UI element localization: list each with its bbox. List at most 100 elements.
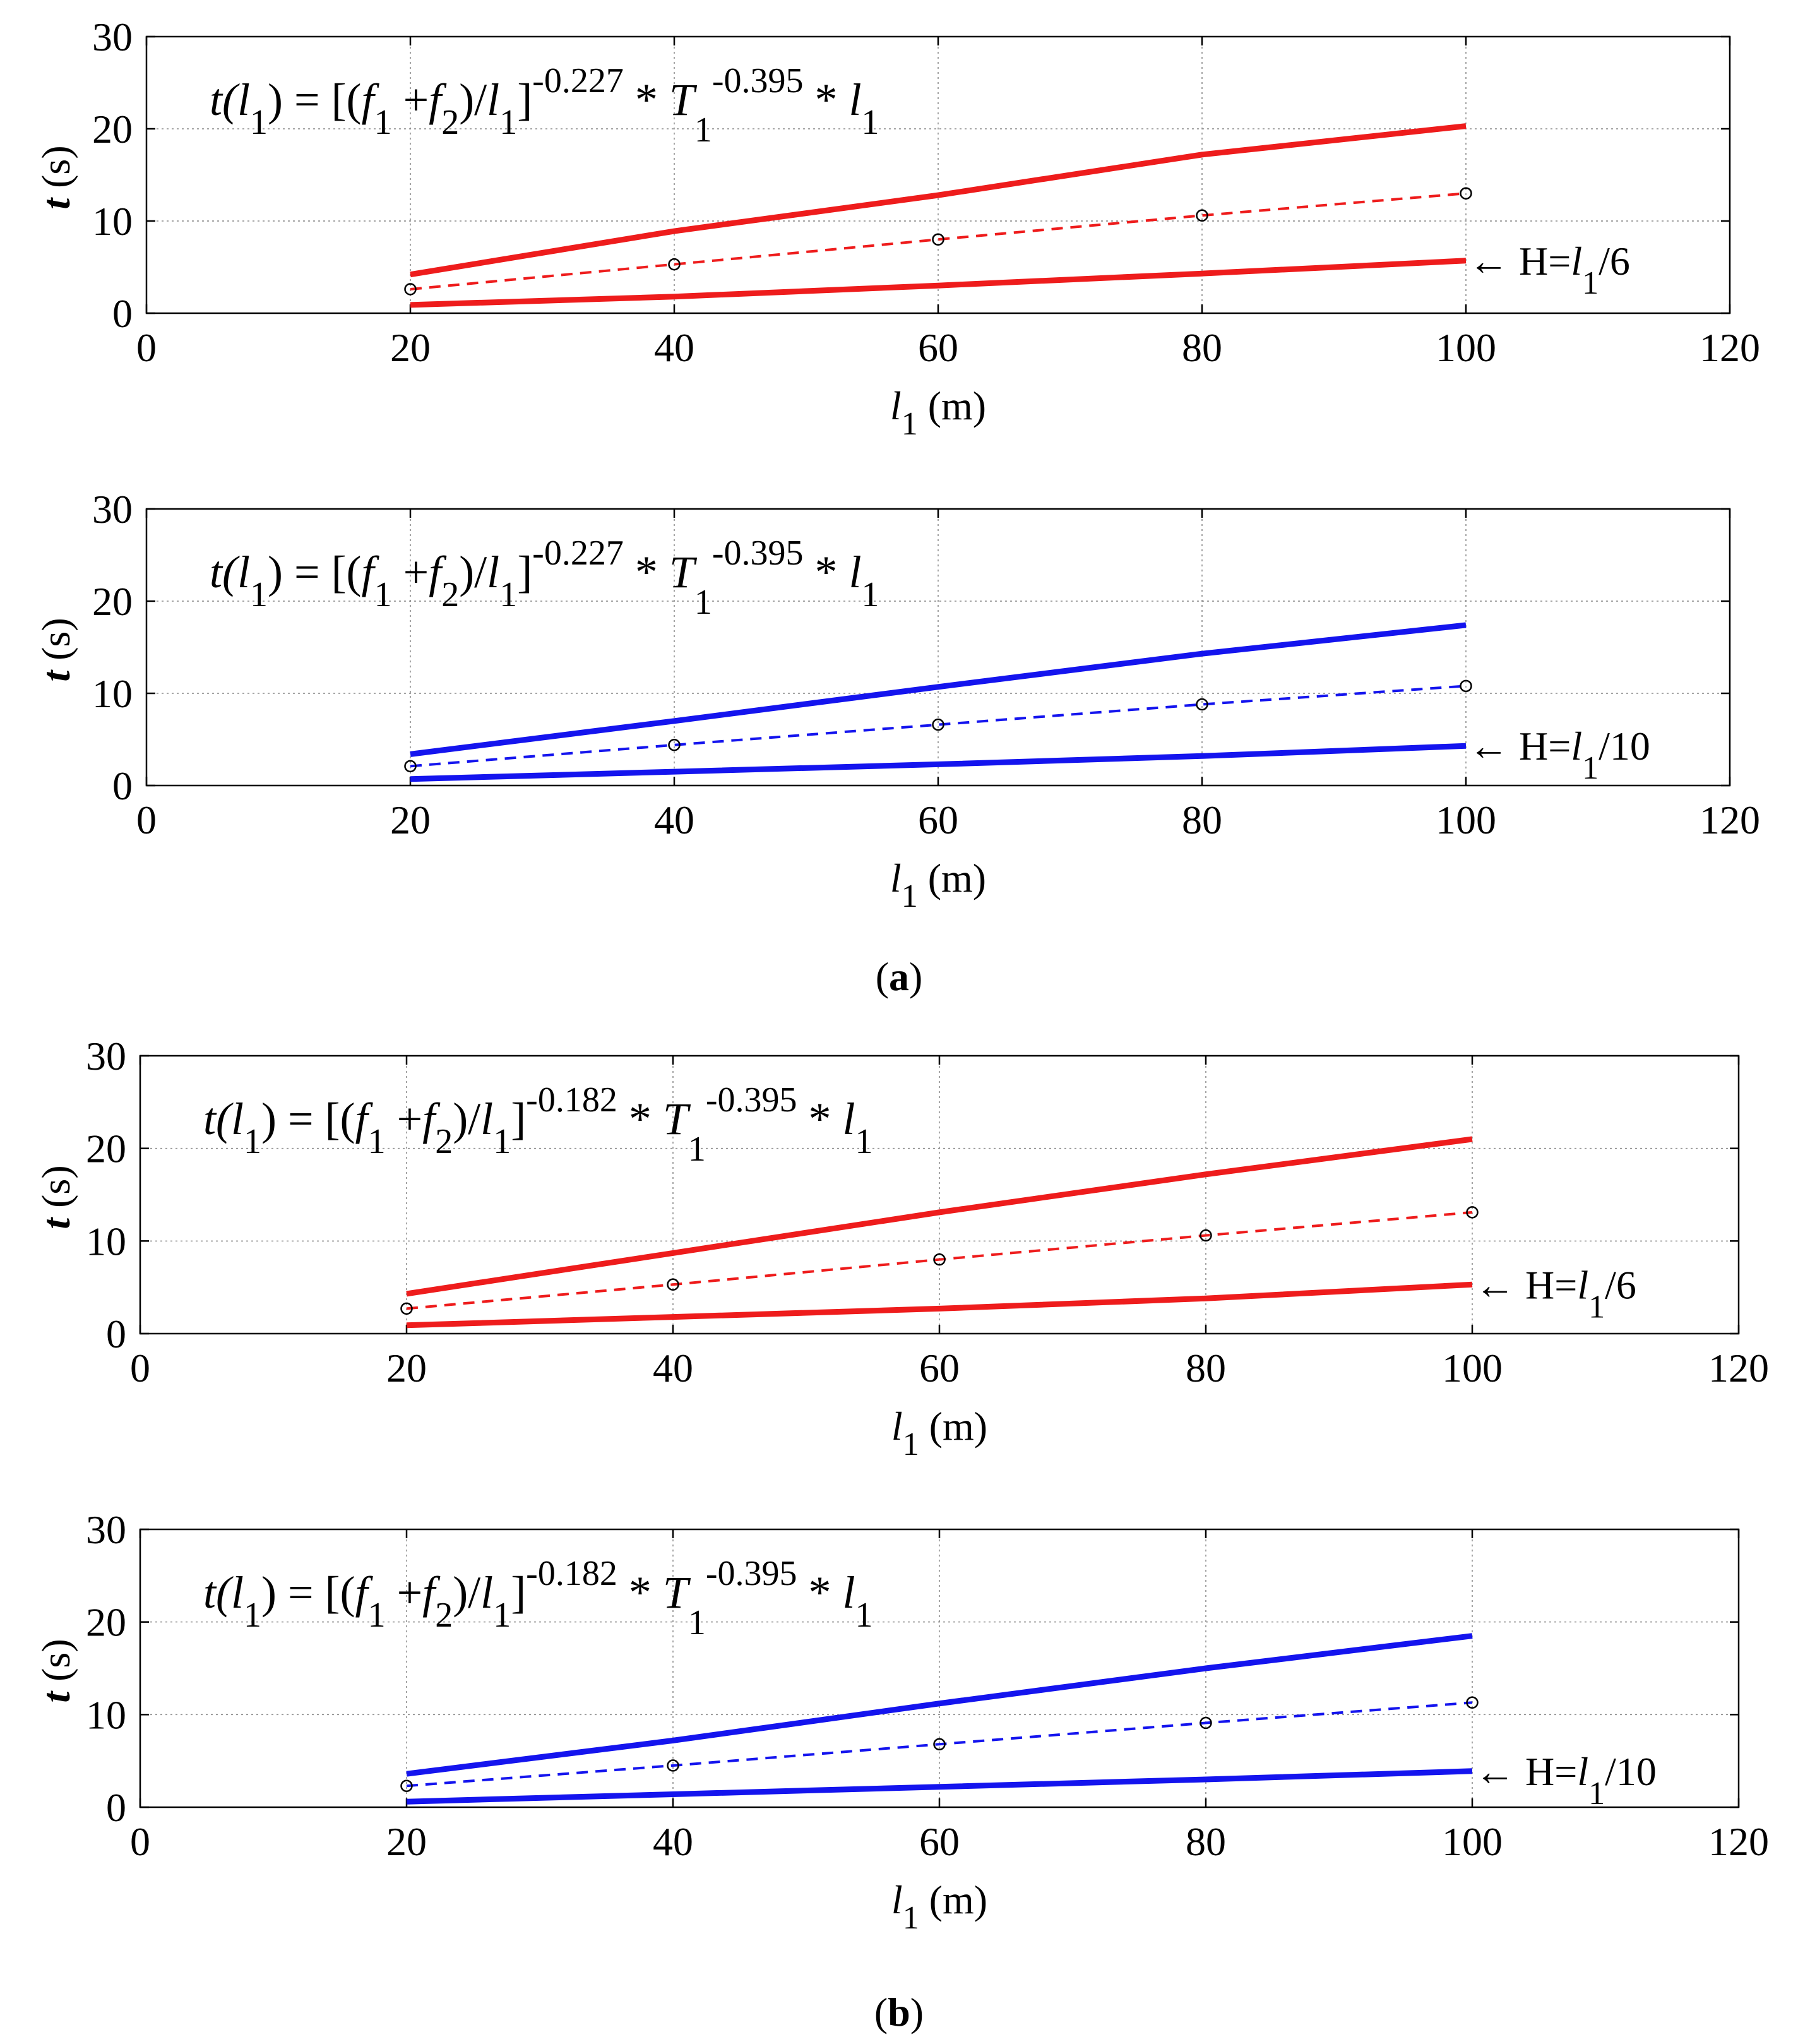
x-tick-label: 0 — [136, 798, 157, 842]
x-tick-label: 0 — [136, 325, 157, 370]
y-tick-label: 0 — [106, 1785, 126, 1830]
y-tick-label: 30 — [86, 1507, 126, 1552]
x-tick-label: 40 — [653, 1346, 693, 1390]
equation-part: l — [231, 1567, 244, 1618]
x-tick-label: 60 — [918, 798, 958, 842]
equation-part: l — [843, 1567, 855, 1618]
annotation-sub: 1 — [1582, 265, 1599, 301]
series-line-lower-bound — [410, 743, 1467, 782]
y-tick-label: 30 — [86, 1034, 126, 1079]
equation-part: 1 — [855, 1122, 873, 1161]
x-tick-label: 120 — [1700, 325, 1760, 370]
y-axis-unit: (s) — [33, 1165, 78, 1218]
equation-part: )/ — [459, 547, 487, 597]
x-tick-label: 20 — [386, 1346, 427, 1390]
equation-part: l — [487, 75, 499, 125]
equation-part: 1 — [493, 1122, 511, 1161]
panel-label-a-close: ) — [909, 954, 922, 999]
data-point-marker — [1196, 698, 1208, 711]
x-tick-label: 60 — [919, 1819, 960, 1864]
equation-part: 1 — [250, 103, 268, 142]
panel-label-b-letter: b — [888, 1990, 910, 2035]
equation-part: -0.395 — [712, 534, 804, 573]
arrow-left-icon: ← — [1475, 1749, 1515, 1794]
data-point-marker — [667, 1759, 679, 1772]
panel-label-a: (a) — [876, 954, 923, 999]
equation-part: 2 — [441, 575, 459, 614]
equation-part: * — [617, 1567, 663, 1618]
data-point-marker — [1196, 209, 1208, 222]
y-axis-var: t — [33, 669, 78, 682]
equation-part: l — [487, 547, 499, 597]
equation-part: t( — [203, 1567, 234, 1618]
x-tick-label: 60 — [919, 1346, 960, 1390]
equation-part: 1 — [368, 1122, 386, 1161]
x-axis-unit: (m) — [919, 1404, 987, 1449]
series-line-upper-bound — [410, 123, 1467, 278]
arrow-left-icon: ← — [1475, 1262, 1515, 1307]
x-axis-sub: 1 — [903, 1900, 919, 1936]
x-axis-title: l1 (m) — [890, 856, 986, 914]
equation-part: T — [669, 75, 698, 125]
y-tick-label: 20 — [92, 107, 133, 152]
annotation-prefix: H= — [1515, 1262, 1577, 1307]
x-axis-var: l — [891, 1404, 903, 1449]
panel-label-a-open: ( — [876, 954, 889, 999]
annotation-var: l — [1571, 239, 1582, 284]
x-tick-label: 120 — [1708, 1346, 1769, 1390]
equation-part: 2 — [435, 1596, 453, 1635]
y-tick-label: 10 — [86, 1219, 126, 1264]
equation-part: * — [624, 75, 669, 125]
data-point-marker — [404, 283, 417, 296]
data-point-marker — [400, 1302, 413, 1315]
equation-part: -0.395 — [706, 1554, 797, 1593]
data-point-marker — [668, 739, 681, 751]
equation-part: 1 — [499, 103, 517, 142]
equation-part: ] — [511, 1567, 526, 1618]
x-axis-title: l1 (m) — [891, 1404, 987, 1462]
x-tick-label: 120 — [1700, 798, 1760, 842]
height-annotation: ← H=l1/6 — [1468, 239, 1630, 301]
annotation-suffix: /10 — [1605, 1749, 1657, 1794]
data-point-marker — [1200, 1229, 1212, 1242]
data-point-marker — [932, 233, 944, 246]
annotation-var: l — [1577, 1262, 1588, 1307]
equation-part: 1 — [862, 103, 879, 142]
data-point-marker — [668, 258, 681, 271]
equation-part: ] — [511, 1094, 526, 1144]
x-tick-label: 20 — [390, 798, 431, 842]
series-line-upper-bound — [406, 1633, 1473, 1777]
y-tick-label: 10 — [92, 671, 133, 716]
y-axis-title: t (s) — [33, 1165, 78, 1229]
equation-text: t(l1) = [(f1 +f2)/l1]-0.182 * T1-0.395 *… — [203, 1554, 873, 1642]
equation-part: l — [480, 1094, 493, 1144]
equation-part: 1 — [688, 1130, 706, 1169]
equation-part: 1 — [855, 1596, 873, 1635]
x-tick-label: 100 — [1436, 798, 1496, 842]
data-point-marker — [1200, 1716, 1212, 1730]
equation-part: -0.395 — [712, 61, 804, 100]
y-axis-unit: (s) — [33, 145, 78, 198]
series-line-lower-bound — [410, 258, 1467, 308]
equation-part: 1 — [368, 1596, 386, 1635]
annotation-prefix: H= — [1509, 724, 1571, 768]
x-axis-unit: (m) — [919, 1877, 987, 1922]
equation-text: t(l1) = [(f1 +f2)/l1]-0.182 * T1-0.395 *… — [203, 1080, 873, 1169]
y-axis-var: t — [33, 1690, 78, 1703]
x-axis-var: l — [890, 856, 902, 900]
y-axis-var: t — [33, 197, 78, 210]
equation-part: ) = [( — [268, 75, 362, 125]
equation-part: 1 — [694, 583, 712, 622]
x-axis-title: l1 (m) — [891, 1877, 987, 1936]
x-tick-label: 40 — [654, 798, 694, 842]
data-point-marker — [404, 760, 417, 773]
x-axis-sub: 1 — [902, 878, 918, 914]
equation-part: * — [797, 1567, 843, 1618]
y-axis-unit: (s) — [33, 618, 78, 671]
annotation-var: l — [1571, 724, 1582, 768]
x-tick-label: 100 — [1436, 325, 1496, 370]
